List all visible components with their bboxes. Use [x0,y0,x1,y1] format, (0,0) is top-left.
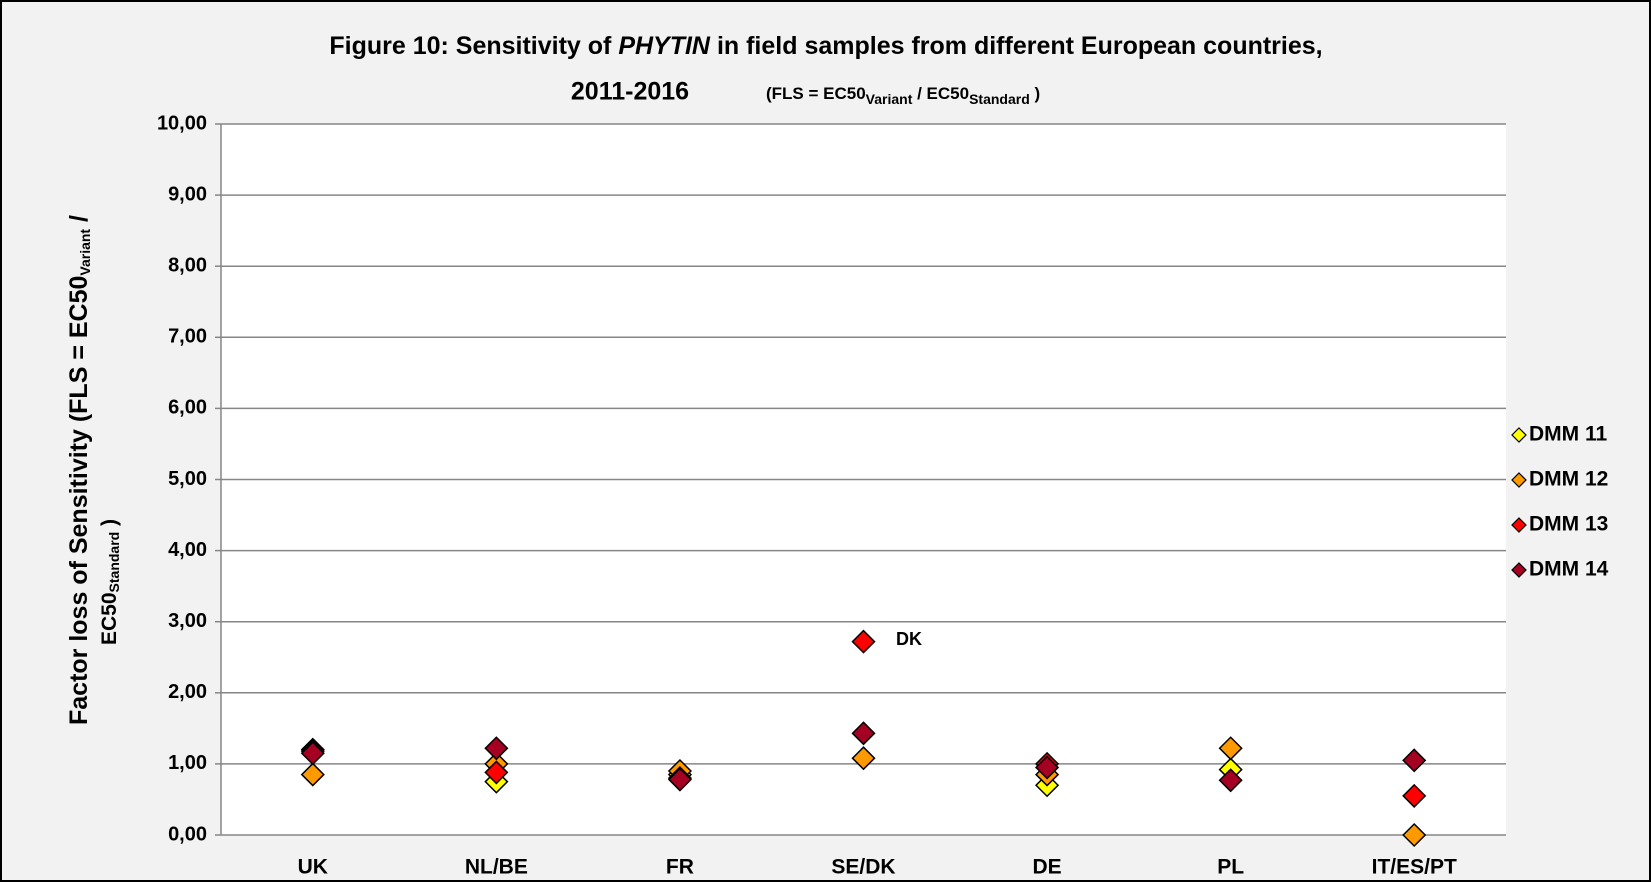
y-tick-label: 3,00 [168,610,207,632]
y-tick-label: 1,00 [168,752,207,774]
legend-marker [1511,517,1527,533]
point [300,762,325,787]
annotation: DK [896,629,922,649]
legend-marker [1511,427,1527,443]
legend-label: DMM 11 [1529,423,1608,446]
y-label-sub: Variant [77,229,93,276]
point [1402,783,1427,808]
y-tick-label: 5,00 [168,468,207,490]
x-tick-label: IT/ES/PT [1372,856,1457,879]
x-tick-label: NL/BE [465,856,528,879]
y-tick-label: 2,00 [168,681,207,703]
formula-text: ) [1030,84,1040,103]
legend-label: DMM 13 [1529,513,1608,536]
formula: (FLS = EC50Variant / EC50Standard ) [766,84,1040,106]
point [1218,736,1243,761]
formula-text: (FLS = EC50 [766,84,866,103]
point [1035,755,1060,780]
y-tick-label: 10,00 [157,112,207,134]
y-label-line1: Factor loss of Sensitivity (FLS = EC50Va… [65,215,93,725]
legend-label: DMM 14 [1529,558,1609,581]
y-label-text: Factor loss of Sensitivity (FLS = EC50 [65,276,93,725]
y-label-sub: Standard [106,532,122,593]
formula-sub: Variant [866,91,913,107]
chart-title: Figure 10: Sensitivity of PHYTIN in fiel… [329,32,1322,60]
x-tick-label: FR [666,856,694,879]
y-label-line2: EC50Standard ) [98,519,122,645]
legend-label: DMM 12 [1529,468,1608,491]
y-tick-label: 6,00 [168,397,207,419]
x-tick-label: PL [1217,856,1244,879]
point [300,741,325,766]
x-tick-label: DE [1032,856,1061,879]
y-tick-label: 0,00 [168,823,207,845]
y-label-text: ) [98,519,121,532]
y-label-text: EC50 [98,592,121,645]
title-italic: PHYTIN [618,32,711,60]
y-tick-label: 4,00 [168,539,207,561]
point [1402,748,1427,773]
point [484,760,509,785]
point [851,629,876,654]
y-tick-label: 7,00 [168,326,207,348]
title-text: in field samples from different European… [710,32,1323,60]
y-label-text: / [65,215,93,229]
point [851,721,876,746]
point [851,746,876,771]
y-axis-label: Factor loss of Sensitivity (FLS = EC50Va… [65,215,122,725]
y-tick-label: 9,00 [168,183,207,205]
formula-sub: Standard [969,91,1030,107]
point [484,736,509,761]
point [1218,768,1243,793]
formula-text: / EC50 [912,84,969,103]
y-tick-label: 8,00 [168,254,207,276]
point [667,767,692,792]
legend-marker [1511,562,1527,578]
x-tick-label: SE/DK [831,856,895,879]
chart-subtitle: 2011-2016 [571,78,689,106]
legend-marker [1511,472,1527,488]
point [1402,822,1427,848]
title-text: Figure 10: Sensitivity of [329,32,618,60]
x-tick-label: UK [298,856,328,879]
